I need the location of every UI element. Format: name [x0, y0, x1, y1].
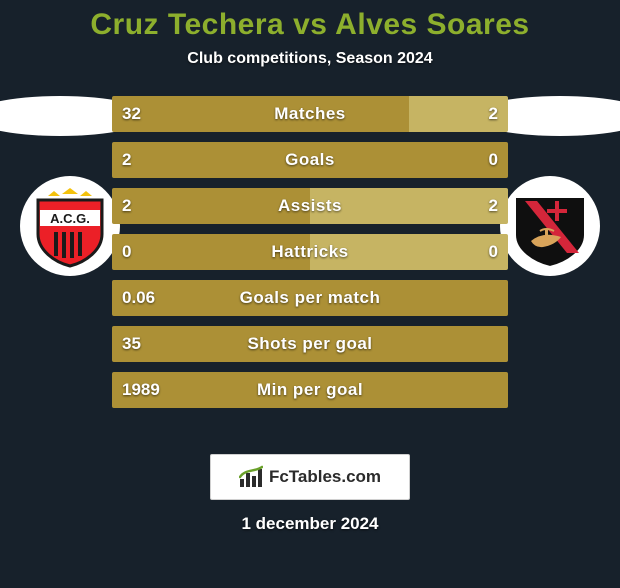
stat-bars: 322Matches 20Goals 22Assists 00Hattricks 0.0… [112, 96, 508, 418]
acg-crest-icon: A.C.G. [28, 184, 112, 268]
svg-text:A.C.G.: A.C.G. [50, 211, 90, 226]
stat-row: 322Matches [112, 96, 508, 132]
stat-label: Matches [112, 104, 508, 124]
stat-row: 00Hattricks [112, 234, 508, 270]
comparison-stage: A.C.G. 322Matches 20Goals 22Assists 00Hattr… [0, 96, 620, 436]
stat-row: 1989Min per goal [112, 372, 508, 408]
brand-box: FcTables.com [210, 454, 410, 500]
subtitle: Club competitions, Season 2024 [0, 50, 620, 68]
stat-label: Assists [112, 196, 508, 216]
stat-label: Goals per match [112, 288, 508, 308]
stat-label: Hattricks [112, 242, 508, 262]
stat-row: 20Goals [112, 142, 508, 178]
team-badge-left: A.C.G. [20, 176, 120, 276]
fctables-logo-icon [239, 465, 263, 489]
stat-row: 0.06Goals per match [112, 280, 508, 316]
stat-label: Goals [112, 150, 508, 170]
stat-row: 22Assists [112, 188, 508, 224]
date-text: 1 december 2024 [0, 514, 620, 534]
stat-label: Shots per goal [112, 334, 508, 354]
page-title: Cruz Techera vs Alves Soares [0, 8, 620, 42]
stat-label: Min per goal [112, 380, 508, 400]
team-badge-right [500, 176, 600, 276]
stat-row: 35Shots per goal [112, 326, 508, 362]
vasco-crest-icon [507, 183, 593, 269]
brand-text: FcTables.com [269, 467, 381, 487]
